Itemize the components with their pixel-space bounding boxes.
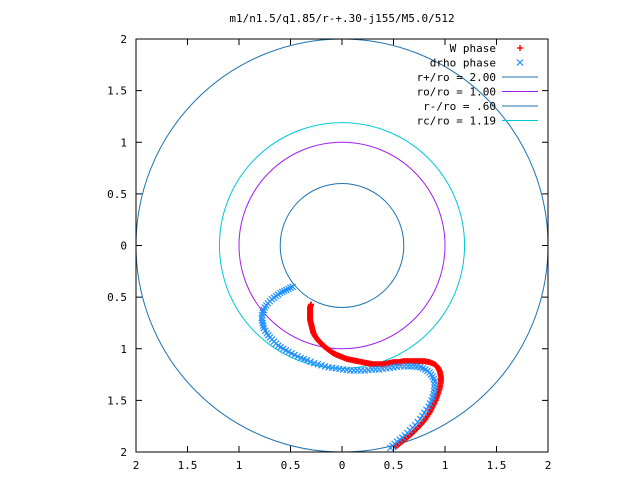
point-1-69 — [407, 362, 415, 370]
y-tick-label-0: 2 — [120, 33, 127, 46]
y-tick-label-1: 1.5 — [107, 85, 127, 98]
circle-4 — [279, 183, 405, 308]
y-tick-label-3: 0.5 — [107, 188, 127, 201]
point-1-40 — [303, 356, 311, 364]
point-1-81 — [431, 381, 439, 389]
legend-label-0: W phase — [450, 42, 496, 55]
chart-title: m1/n1.5/q1.85/r-+.30-j155/M5.0/512 — [229, 12, 454, 25]
point-1-80 — [431, 378, 439, 386]
point-1-41 — [307, 358, 315, 366]
point-1-5 — [278, 288, 286, 296]
x-tick-label-4: 0 — [339, 459, 346, 472]
legend-label-4: r-/ro = .60 — [423, 100, 496, 113]
legend-marker-1 — [516, 59, 524, 66]
x-tick-label-5: 0.5 — [384, 459, 404, 472]
legend-label-3: ro/ro = 1.00 — [417, 86, 496, 99]
point-1-68 — [404, 362, 412, 370]
point-1-104 — [386, 444, 394, 452]
point-1-21 — [259, 322, 267, 329]
circle-3 — [238, 141, 446, 350]
point-1-3 — [282, 286, 290, 294]
point-1-19 — [258, 316, 266, 324]
legend-label-2: r+/ro = 2.00 — [417, 71, 496, 84]
point-1-18 — [258, 314, 266, 322]
x-tick-label-3: 0.5 — [281, 459, 301, 472]
x-tick-label-0: 2 — [133, 459, 140, 472]
circle-5 — [218, 122, 466, 369]
x-tick-label-7: 1.5 — [487, 459, 507, 472]
point-1-89 — [423, 406, 430, 414]
y-tick-label-5: 0.5 — [107, 291, 127, 304]
y-tick-label-8: 2 — [120, 446, 127, 459]
point-1-1 — [287, 284, 294, 292]
point-1-16 — [259, 309, 267, 317]
legend-label-1: drho phase — [430, 57, 496, 70]
x-tick-label-1: 1.5 — [178, 459, 198, 472]
point-1-17 — [258, 311, 266, 319]
x-tick-label-8: 2 — [545, 459, 552, 472]
point-1-2 — [285, 285, 292, 293]
x-tick-label-2: 1 — [236, 459, 243, 472]
legend-label-5: rc/ro = 1.19 — [417, 115, 496, 128]
point-1-0 — [289, 283, 296, 291]
ticks-layer: 2 1.5 1 0.5 0 0.5 1 1.5 221.510.500.511.52 — [107, 33, 551, 472]
points-layer — [258, 283, 444, 452]
y-tick-label-2: 1 — [120, 136, 127, 149]
point-1-20 — [259, 319, 267, 327]
point-1-4 — [280, 287, 288, 295]
y-tick-label-6: 1 — [120, 343, 127, 356]
point-1-91 — [418, 412, 426, 420]
point-1-90 — [420, 409, 428, 417]
y-tick-label-7: 1.5 — [107, 394, 127, 407]
legend-marker-0 — [517, 45, 523, 51]
y-tick-label-4: 0 — [120, 240, 127, 253]
point-1-88 — [425, 403, 432, 410]
x-tick-label-6: 1 — [442, 459, 449, 472]
